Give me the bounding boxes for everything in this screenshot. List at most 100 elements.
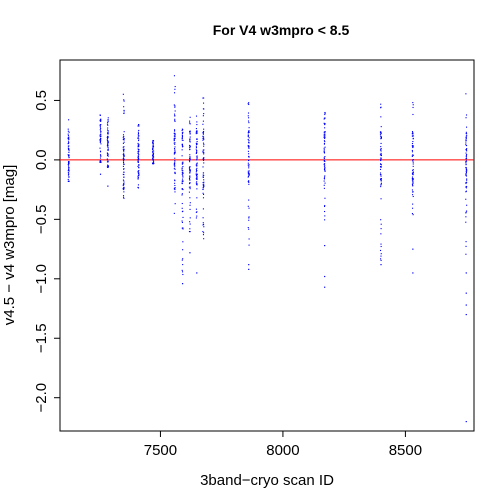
data-point: [99, 161, 101, 163]
data-point: [123, 155, 125, 157]
point-cluster: [188, 116, 191, 254]
data-point: [138, 164, 140, 166]
data-point: [202, 142, 205, 144]
data-point: [123, 135, 125, 138]
data-point-outlier: [412, 248, 414, 250]
data-point: [380, 138, 382, 140]
data-point: [412, 161, 414, 163]
data-point: [248, 219, 250, 221]
data-point: [174, 134, 176, 136]
data-point: [189, 228, 191, 230]
data-point: [137, 156, 139, 158]
data-point: [181, 129, 183, 132]
data-point: [107, 133, 109, 135]
data-point: [67, 133, 69, 135]
data-point: [203, 162, 205, 164]
data-point: [202, 176, 204, 178]
data-point: [412, 113, 414, 116]
data-point: [123, 110, 125, 112]
data-point: [107, 136, 109, 138]
data-point: [248, 181, 250, 183]
data-point: [196, 181, 198, 183]
data-point: [122, 134, 125, 136]
data-point: [189, 144, 191, 146]
data-point: [173, 138, 175, 140]
data-point: [107, 143, 109, 145]
data-point: [380, 165, 382, 168]
data-point: [106, 145, 108, 147]
data-point: [380, 146, 382, 148]
data-point: [411, 173, 414, 175]
data-point: [174, 164, 176, 166]
data-point: [202, 131, 204, 133]
data-point: [466, 179, 468, 181]
data-point: [196, 183, 198, 185]
data-point: [181, 167, 183, 169]
data-point: [203, 238, 205, 240]
data-point: [181, 171, 183, 173]
data-point: [380, 133, 382, 135]
data-point: [202, 157, 205, 159]
data-point: [196, 163, 198, 165]
data-point: [189, 123, 191, 125]
data-point: [107, 140, 109, 143]
data-point: [202, 176, 204, 179]
data-point: [324, 170, 326, 172]
data-point: [248, 137, 250, 139]
data-point: [196, 159, 198, 161]
data-point: [323, 160, 325, 162]
y-axis-label: v4.5 − v4 w3mpro [mag]: [1, 165, 18, 326]
data-point: [196, 211, 198, 213]
data-point: [122, 136, 124, 138]
data-point: [123, 163, 125, 166]
data-point: [465, 133, 467, 135]
data-point: [174, 110, 176, 112]
data-point: [181, 163, 183, 165]
data-point: [152, 162, 155, 165]
data-point: [202, 120, 204, 122]
data-point: [412, 203, 414, 205]
data-point: [181, 169, 183, 171]
data-point: [181, 221, 183, 224]
data-point: [324, 123, 326, 125]
data-point: [248, 140, 250, 142]
data-point: [182, 175, 184, 177]
data-point: [202, 149, 204, 151]
data-point: [380, 148, 382, 150]
data-point: [181, 132, 184, 134]
data-point: [107, 137, 109, 140]
data-point-outlier: [412, 272, 414, 274]
data-point: [195, 173, 197, 175]
data-point: [380, 175, 382, 177]
data-point: [323, 133, 325, 135]
data-point: [324, 127, 326, 129]
data-point: [465, 181, 467, 184]
data-point: [465, 149, 467, 151]
data-point: [122, 165, 124, 167]
data-point: [189, 130, 191, 133]
point-cluster: [379, 103, 383, 266]
data-point: [380, 174, 382, 176]
data-point: [181, 227, 183, 229]
data-point: [173, 135, 175, 137]
data-point: [123, 100, 125, 102]
data-point: [196, 174, 198, 176]
data-point: [379, 178, 382, 180]
data-point: [465, 158, 467, 160]
data-point: [153, 150, 155, 152]
data-point: [122, 93, 124, 95]
data-point: [380, 258, 382, 260]
data-point: [189, 166, 191, 168]
data-point: [324, 167, 326, 169]
data-point: [138, 153, 140, 155]
data-point: [122, 161, 125, 163]
data-point: [412, 174, 414, 176]
data-point: [174, 146, 176, 148]
data-point: [196, 132, 198, 134]
data-point: [195, 152, 197, 154]
data-point: [203, 186, 205, 188]
data-point: [203, 152, 205, 154]
data-point: [67, 165, 70, 167]
data-point: [123, 182, 125, 184]
